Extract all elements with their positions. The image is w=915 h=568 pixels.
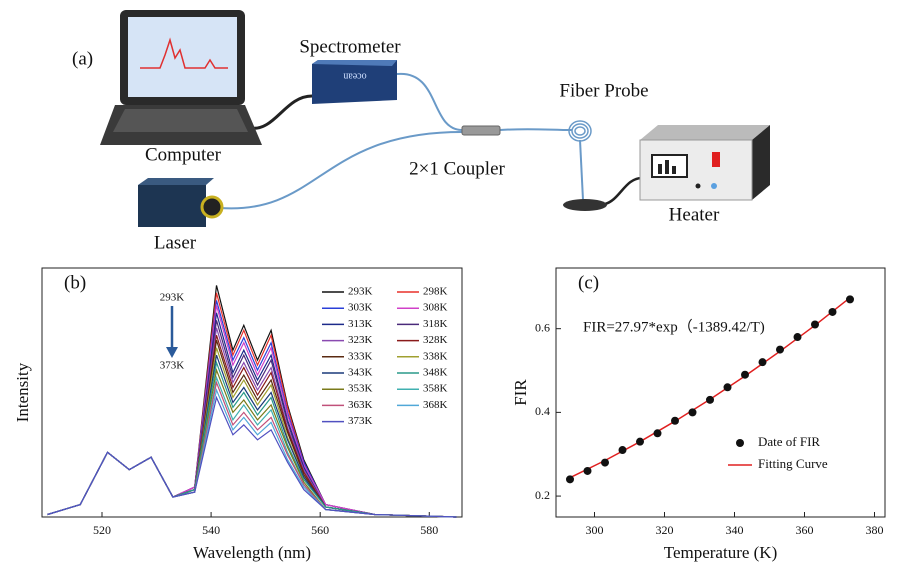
y-tick-label: 0.6	[535, 320, 550, 334]
series-line	[47, 360, 457, 518]
node-label: Laser	[154, 232, 197, 253]
series-line	[47, 375, 457, 518]
series-line	[47, 380, 457, 518]
display	[651, 154, 688, 178]
fiber	[396, 72, 463, 131]
legend-label: 328K	[423, 334, 448, 346]
data-point	[793, 333, 802, 342]
data-point	[846, 295, 854, 304]
series-line	[47, 300, 457, 518]
legend-swatch	[736, 439, 744, 447]
annotation: FIR=27.97*exp（-1389.42/T)	[583, 318, 765, 335]
annotation: 373K	[160, 360, 185, 372]
legend-label: Fitting Curve	[758, 456, 828, 471]
data-point	[828, 307, 837, 316]
setup-diagram: (a) Computer ocean Spectrometer 2×1 Coup…	[72, 10, 770, 253]
legend-label: 298K	[423, 286, 448, 298]
series-line	[47, 312, 457, 518]
legend-label: 358K	[423, 383, 448, 395]
legend-label: 338K	[423, 350, 448, 362]
data-point	[653, 429, 662, 438]
spectrometer-top	[312, 60, 397, 66]
data-point	[741, 370, 749, 379]
keyboard	[113, 109, 248, 132]
panel-label: (b)	[64, 272, 86, 293]
data-point	[671, 416, 679, 425]
y-tick-label: 0.4	[535, 404, 550, 418]
laser-output	[200, 195, 224, 219]
series-line	[47, 367, 457, 518]
x-tick-label: 540	[202, 523, 220, 537]
x-axis-label: Wavelength (nm)	[193, 543, 311, 562]
plot-frame	[41, 267, 463, 518]
x-tick-label: 580	[420, 523, 438, 537]
node-label: Computer	[145, 144, 222, 165]
y-axis-label: Intensity	[13, 362, 32, 422]
spectrometer	[312, 60, 397, 104]
y-tick-label: 0.2	[535, 488, 550, 502]
legend-label: 313K	[348, 318, 373, 330]
legend-label: 293K	[348, 286, 373, 298]
x-tick-label: 340	[726, 523, 744, 537]
data-point	[583, 466, 592, 475]
legend-label: 343K	[348, 367, 373, 379]
fiber	[499, 128, 573, 131]
fiber	[579, 139, 584, 201]
node-label: Heater	[669, 204, 720, 225]
data-point	[636, 437, 644, 446]
x-tick-label: 380	[866, 523, 884, 537]
x-tick-label: 300	[586, 523, 604, 537]
panel-label: (a)	[72, 48, 93, 69]
annotation: 293K	[160, 292, 185, 304]
data-point	[776, 345, 784, 354]
legend-label: 348K	[423, 367, 448, 379]
x-tick-label: 320	[656, 523, 674, 537]
legend-label: 373K	[348, 415, 373, 427]
data-point	[566, 475, 574, 484]
screen-plot	[140, 37, 228, 69]
legend-label: Date of FIR	[758, 434, 820, 449]
panel-label: (c)	[578, 272, 599, 293]
legend-label: 363K	[348, 399, 373, 411]
data-point	[811, 320, 819, 329]
fiber-coil	[568, 120, 592, 142]
data-point	[706, 395, 714, 404]
switch	[712, 152, 720, 167]
legend-label: 333K	[348, 350, 373, 362]
laser	[138, 185, 206, 227]
x-axis-label: Temperature (K)	[664, 543, 778, 562]
node-label: Spectrometer	[299, 36, 401, 57]
probe-base	[563, 199, 607, 211]
x-tick-label: 520	[93, 523, 111, 537]
node-label: 2×1 Coupler	[409, 158, 505, 179]
brand: ocean	[343, 71, 366, 82]
series-line	[47, 395, 457, 518]
data-point	[688, 408, 697, 417]
heater-side	[752, 125, 770, 200]
coupler	[461, 125, 501, 136]
data-point	[723, 383, 732, 392]
x-tick-label: 360	[796, 523, 814, 537]
cable	[604, 176, 643, 206]
legend-label: 308K	[423, 302, 448, 314]
data-point	[618, 446, 627, 455]
legend-label: 318K	[423, 318, 448, 330]
legend-label: 368K	[423, 399, 448, 411]
arrow-head	[166, 347, 178, 358]
legend-label: 353K	[348, 383, 373, 395]
legend-label: 303K	[348, 302, 373, 314]
legend-label: 323K	[348, 334, 373, 346]
x-tick-label: 560	[311, 523, 329, 537]
y-axis-label: FIR	[511, 379, 530, 406]
node-label: Fiber Probe	[559, 80, 648, 101]
usb-cable	[249, 94, 313, 130]
heater-top	[640, 125, 770, 140]
data-point	[601, 458, 609, 467]
data-point	[758, 358, 767, 367]
fiber	[219, 131, 463, 210]
plot-frame	[555, 267, 886, 518]
